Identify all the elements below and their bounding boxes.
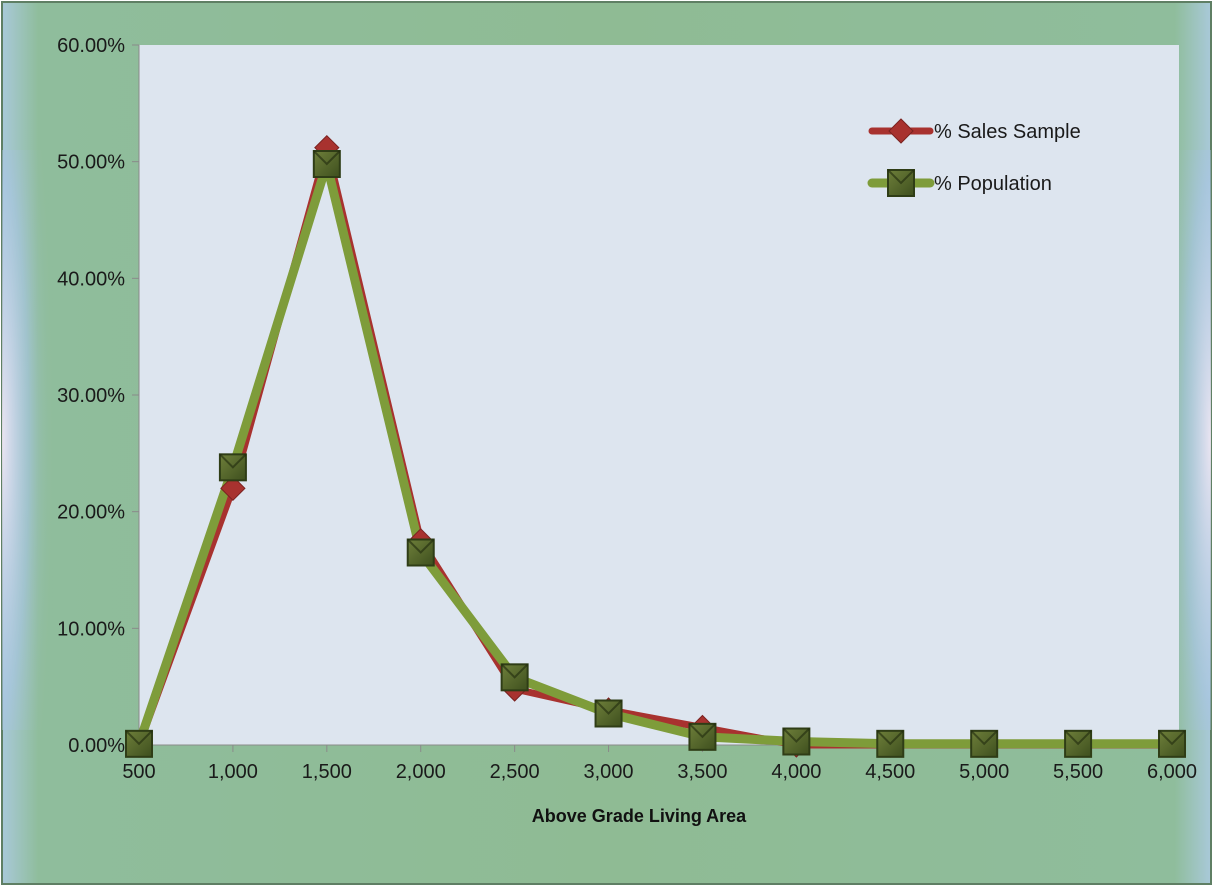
data-point-population bbox=[688, 722, 717, 751]
marker-bevel bbox=[970, 730, 998, 746]
marker-bevel bbox=[500, 663, 529, 679]
legend-marker bbox=[888, 118, 914, 144]
data-point-population bbox=[876, 729, 905, 758]
x-tick-label: 5,500 bbox=[1053, 761, 1103, 783]
data-point-population bbox=[970, 729, 999, 758]
data-point-population bbox=[125, 729, 153, 758]
data-point-sales-sample bbox=[220, 475, 246, 502]
x-tick-label: 1,500 bbox=[302, 761, 352, 783]
marker-bevel bbox=[594, 699, 623, 715]
marker-bevel bbox=[125, 730, 153, 746]
data-point-population bbox=[1064, 729, 1093, 758]
data-point-population bbox=[218, 453, 247, 482]
x-tick-label: 4,500 bbox=[865, 761, 915, 783]
x-axis-title: Above Grade Living Area bbox=[532, 806, 747, 826]
data-point-population bbox=[594, 699, 623, 728]
plot-area bbox=[139, 45, 1179, 745]
x-tick-label: 1,000 bbox=[208, 761, 258, 783]
legend-item-population[interactable]: % Population bbox=[867, 169, 1052, 197]
marker-bevel bbox=[876, 730, 904, 746]
series-line-population bbox=[134, 159, 1177, 749]
data-point-population bbox=[406, 538, 435, 567]
x-tick-labels: 500 1,000 1,500 2,000 2,500 3,000 3,500 4,000 4,… bbox=[122, 761, 1197, 783]
x-tick-label: 4,000 bbox=[771, 761, 821, 783]
chart-edge-glow-left bbox=[2, 150, 62, 730]
marker-bevel bbox=[313, 150, 341, 166]
marker-bevel bbox=[688, 723, 717, 739]
x-tick-label: 3,000 bbox=[584, 761, 634, 783]
marker-bevel bbox=[1064, 730, 1092, 746]
y-tick-label: 50.00% bbox=[57, 152, 125, 174]
marker-layer bbox=[125, 134, 1186, 758]
x-tick-label: 500 bbox=[122, 761, 155, 783]
x-tick-label: 2,500 bbox=[490, 761, 540, 783]
y-tick-label: 0.00% bbox=[68, 735, 125, 757]
x-tick-label: 6,000 bbox=[1147, 761, 1197, 783]
series-layer bbox=[134, 144, 1177, 749]
x-tick-label: 3,500 bbox=[677, 761, 727, 783]
legend-item-sales-sample[interactable]: % Sales Sample bbox=[868, 118, 1081, 144]
data-point-population bbox=[1158, 729, 1186, 758]
data-point-population bbox=[782, 727, 811, 756]
marker-bevel bbox=[1158, 730, 1186, 746]
marker-bevel bbox=[887, 169, 915, 185]
y-tick-label: 60.00% bbox=[57, 35, 125, 57]
marker-bevel bbox=[407, 538, 435, 554]
legend-label: % Sales Sample bbox=[934, 121, 1081, 143]
legend-label: % Population bbox=[934, 173, 1052, 195]
data-point-population bbox=[312, 150, 341, 178]
x-tick-label: 2,000 bbox=[396, 761, 446, 783]
marker-bevel bbox=[219, 453, 247, 469]
marker-bevel bbox=[782, 727, 811, 743]
y-tick-labels: 0.00% 10.00% 20.00% 30.00% 40.00% 50.00% 60.00… bbox=[57, 35, 125, 757]
legend-marker bbox=[887, 169, 915, 197]
data-point-population bbox=[500, 663, 529, 692]
y-tick-label: 30.00% bbox=[57, 385, 125, 407]
y-tick-label: 10.00% bbox=[57, 618, 125, 640]
legend[interactable]: % Sales Sample % Population bbox=[867, 118, 1081, 197]
y-tick-label: 40.00% bbox=[57, 268, 125, 290]
y-tick-label: 20.00% bbox=[57, 502, 125, 524]
x-tick-label: 5,000 bbox=[959, 761, 1009, 783]
